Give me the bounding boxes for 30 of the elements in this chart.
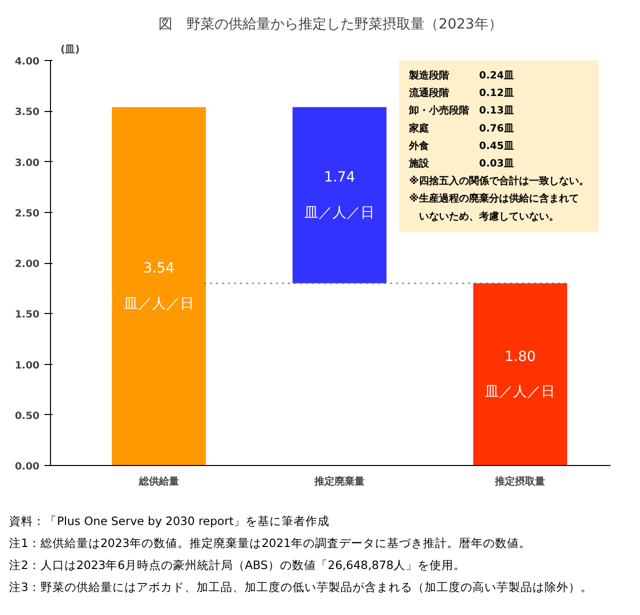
annotation: ※生産過程の廃棄分は供給に含まれて (409, 192, 579, 205)
y-axis-title: (皿) (60, 44, 80, 56)
text: 1.74 皿／人／日 (304, 170, 375, 221)
y-tick-label: 4.00 (14, 56, 40, 68)
text: 資料：「Plus One Serve by 2030 report」を基に筆者作成 (9, 514, 330, 528)
y-tick-label: 3.50 (14, 107, 40, 118)
y-tick-label: 0.50 (14, 410, 40, 422)
annotation: 流通段階 0.12皿 (408, 87, 514, 100)
y-tick-label: 2.00 (14, 259, 40, 270)
text: 1.80 皿／人／日 (485, 348, 556, 400)
y-tick-label: 2.50 (14, 208, 40, 220)
chart-title: 図 野菜の供給量から推定した野菜摂取量（2023年） (158, 16, 502, 32)
x-tick-label: 推定廃棄量 (314, 476, 365, 488)
text: 注3：野菜の供給量にはアボカド、加工品、加工度の低い芋製品が含まれる（加工度の高い芋製品は除外）。 (9, 580, 592, 594)
y-tick-label: 3.00 (14, 158, 40, 169)
annotation: 施設 0.03皿 (408, 158, 514, 170)
annotation: 家庭 0.76皿 (408, 122, 514, 134)
annotation: 外食 0.45皿 (408, 140, 514, 152)
y-tick-label: 1.50 (14, 310, 40, 321)
annotation: いないため、考慮していない。 (409, 210, 560, 222)
y-tick-label: 0.00 (14, 462, 40, 472)
annotation: 製造段階 0.24皿 (408, 70, 514, 82)
annotation: ※四捨五入の関係で合計は一致しない。 (409, 175, 589, 188)
text: 3.54 皿／人／日 (124, 260, 194, 312)
y-tick-label: 1.00 (14, 360, 40, 372)
text: 注2：人口は2023年6月時点の豪州統計局（ABS）の数値「26,648,878人」を使用。 (9, 558, 466, 572)
x-tick-label: 総供給量 (138, 476, 179, 488)
x-tick-label: 推定摂取量 (494, 476, 546, 488)
annotation: 卸・小売段階 0.13皿 (408, 104, 514, 117)
text: 注1：総供給量は2023年の数値。推定廃棄量は2021年の調査データに基づき推計。暦年の数値。 (9, 536, 531, 550)
